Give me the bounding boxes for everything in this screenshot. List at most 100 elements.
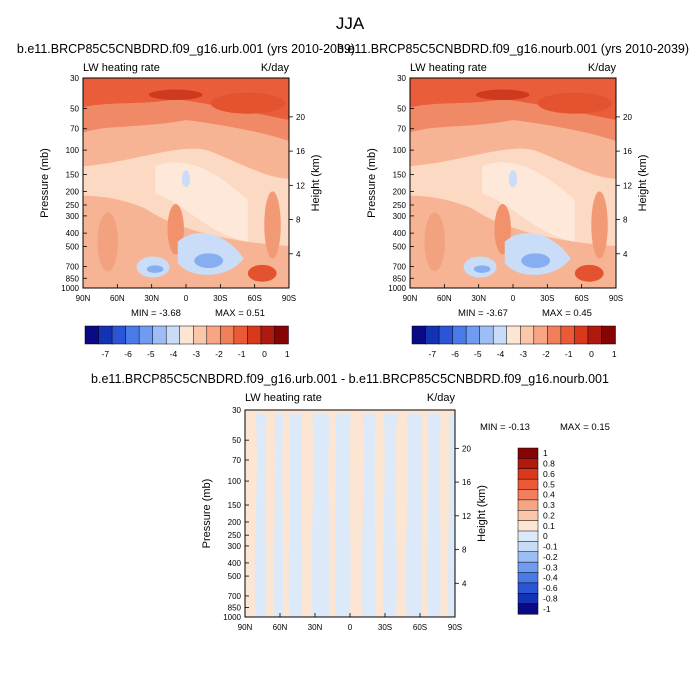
field-upper-max: [475, 89, 530, 101]
colorbar-label: -2: [215, 349, 223, 359]
colorbar-box: [560, 325, 576, 345]
p-tick-label: 150: [66, 170, 80, 179]
p-tick-label: 70: [70, 125, 79, 134]
p-tick-label: 50: [70, 105, 79, 114]
colorbar-box: [247, 325, 262, 345]
colorbar-label: 1: [612, 349, 617, 359]
p-tick-label: 500: [66, 242, 80, 251]
colorbar-label: -0.4: [543, 573, 558, 583]
colorbar-box: [517, 510, 539, 522]
p-tick-label: 300: [393, 212, 407, 221]
y2-axis-label: Height (km): [637, 155, 649, 212]
colorbar-box: [517, 530, 539, 542]
field-surface-max: [574, 264, 604, 282]
left-label: LW heating rate: [245, 392, 322, 404]
colorbar-label: -6: [451, 349, 459, 359]
p-tick-label: 30: [232, 406, 241, 415]
diff-positive-strip: [374, 410, 385, 617]
panel-title: b.e11.BRCP85C5CNBDRD.f09_g16.urb.001 (yr…: [17, 42, 355, 56]
colorbar-box: [517, 603, 539, 615]
colorbar-label: -2: [542, 349, 550, 359]
colorbar-label: 0.1: [543, 521, 555, 531]
colorbar-label: -0.8: [543, 593, 558, 603]
z-tick-label: 16: [462, 478, 471, 487]
diff-positive-strip: [439, 410, 450, 617]
max-value: MAX = 0.15: [560, 422, 610, 433]
p-tick-label: 300: [66, 212, 80, 221]
colorbar-label: -4: [170, 349, 178, 359]
colorbar-label: -0.3: [543, 562, 558, 572]
colorbar-label: -0.2: [543, 552, 558, 562]
colorbar-box: [425, 325, 440, 345]
colorbar-box: [517, 458, 539, 470]
z-tick-label: 8: [296, 216, 301, 225]
max-value: MAX = 0.51: [215, 308, 265, 319]
diff-positive-strip: [421, 410, 429, 617]
z-tick-label: 20: [296, 113, 305, 122]
z-tick-label: 4: [462, 579, 467, 588]
colorbar-box: [520, 325, 535, 345]
x-tick-label: 30N: [308, 623, 323, 632]
colorbar-box: [517, 520, 539, 532]
p-tick-label: 70: [397, 125, 406, 134]
p-tick-label: 400: [66, 229, 80, 238]
p-tick-label: 30: [397, 74, 406, 83]
p-tick-label: 1000: [388, 284, 406, 293]
colorbar-label: -5: [147, 349, 155, 359]
field-blue-pocket-5: [181, 170, 191, 188]
p-tick-label: 250: [66, 201, 80, 210]
colorbar-box: [111, 325, 127, 345]
colorbar-box: [233, 325, 249, 345]
x-tick-label: 30N: [471, 294, 486, 303]
x-tick-label: 90N: [403, 294, 418, 303]
colorbar-label: 1: [285, 349, 290, 359]
colorbar-label: 0.3: [543, 500, 555, 510]
p-tick-label: 200: [228, 518, 242, 527]
colorbar-label: -7: [429, 349, 437, 359]
colorbar-box: [492, 325, 508, 345]
p-tick-label: 250: [393, 201, 407, 210]
colorbar-box: [125, 325, 140, 345]
colorbar-label: -0.6: [543, 583, 558, 593]
diff-positive-strip: [301, 410, 314, 617]
colorbar-box: [517, 593, 539, 605]
colorbar-label: 0: [589, 349, 594, 359]
right-label: K/day: [427, 392, 456, 404]
y2-axis-label: Height (km): [310, 155, 322, 212]
p-tick-label: 100: [66, 146, 80, 155]
field-sh-column: [591, 191, 608, 259]
colorbar-box: [547, 325, 562, 345]
p-tick-label: 850: [393, 274, 407, 283]
panel-title: b.e11.BRCP85C5CNBDRD.f09_g16.nourb.001 (…: [337, 42, 689, 56]
field-pale-core: [155, 162, 248, 242]
diff-positive-strip: [328, 410, 337, 617]
p-tick-label: 850: [66, 274, 80, 283]
colorbar-box: [165, 325, 181, 345]
x-tick-label: 60N: [273, 623, 288, 632]
colorbar-label: 0: [262, 349, 267, 359]
colorbar-box: [84, 325, 100, 345]
x-tick-label: 60S: [413, 623, 427, 632]
p-tick-label: 250: [228, 531, 242, 540]
panel-difference: LW heating rate K/day30507010015020025030…: [201, 392, 610, 632]
z-tick-label: 8: [462, 546, 467, 555]
colorbar-label: 0.4: [543, 490, 555, 500]
panel-nourb: b.e11.BRCP85C5CNBDRD.f09_g16.nourb.001 (…: [337, 42, 689, 319]
colorbar-box: [452, 325, 467, 345]
colorbar-box: [438, 325, 454, 345]
colorbar-label: 0.5: [543, 479, 555, 489]
colorbar-box: [587, 325, 603, 345]
field-surface-max: [247, 264, 277, 282]
p-tick-label: 1000: [223, 613, 241, 622]
p-tick-label: 100: [393, 146, 407, 155]
field-upper-right: [210, 92, 285, 114]
x-tick-label: 60S: [248, 294, 262, 303]
field-nh-column: [424, 212, 446, 272]
colorbar-box: [517, 582, 539, 594]
colorbar-box: [533, 325, 549, 345]
p-tick-label: 70: [232, 456, 241, 465]
diff-positive-strip: [395, 410, 409, 617]
colorbar-label: -1: [565, 349, 573, 359]
x-tick-label: 30S: [540, 294, 554, 303]
